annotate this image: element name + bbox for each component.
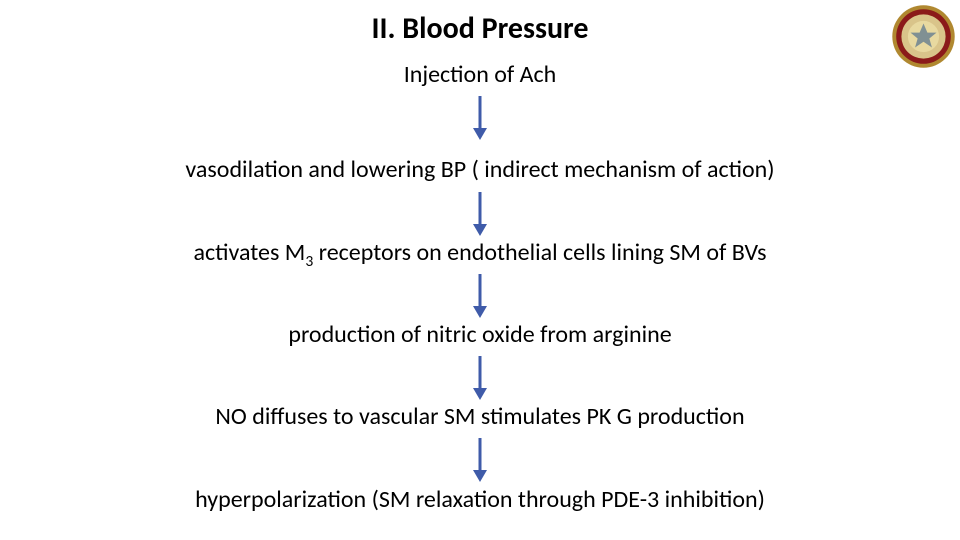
- flow-step-3: production of nitric oxide from arginine: [0, 320, 960, 349]
- flow-step-5: hyperpolarization (SM relaxation through…: [0, 485, 960, 514]
- flow-arrow-3: [473, 356, 487, 400]
- flow-step-1: vasodilation and lowering BP ( indirect …: [0, 155, 960, 184]
- flow-arrow-0: [473, 96, 487, 140]
- flow-arrow-1: [473, 192, 487, 236]
- flow-step-4: NO diffuses to vascular SM stimulates PK…: [0, 402, 960, 431]
- flow-step-2: activates M3 receptors on endothelial ce…: [0, 238, 960, 271]
- flow-step-0: Injection of Ach: [0, 60, 960, 89]
- slide-title: II. Blood Pressure: [0, 10, 960, 47]
- flow-arrow-4: [473, 438, 487, 482]
- flow-arrow-2: [473, 274, 487, 318]
